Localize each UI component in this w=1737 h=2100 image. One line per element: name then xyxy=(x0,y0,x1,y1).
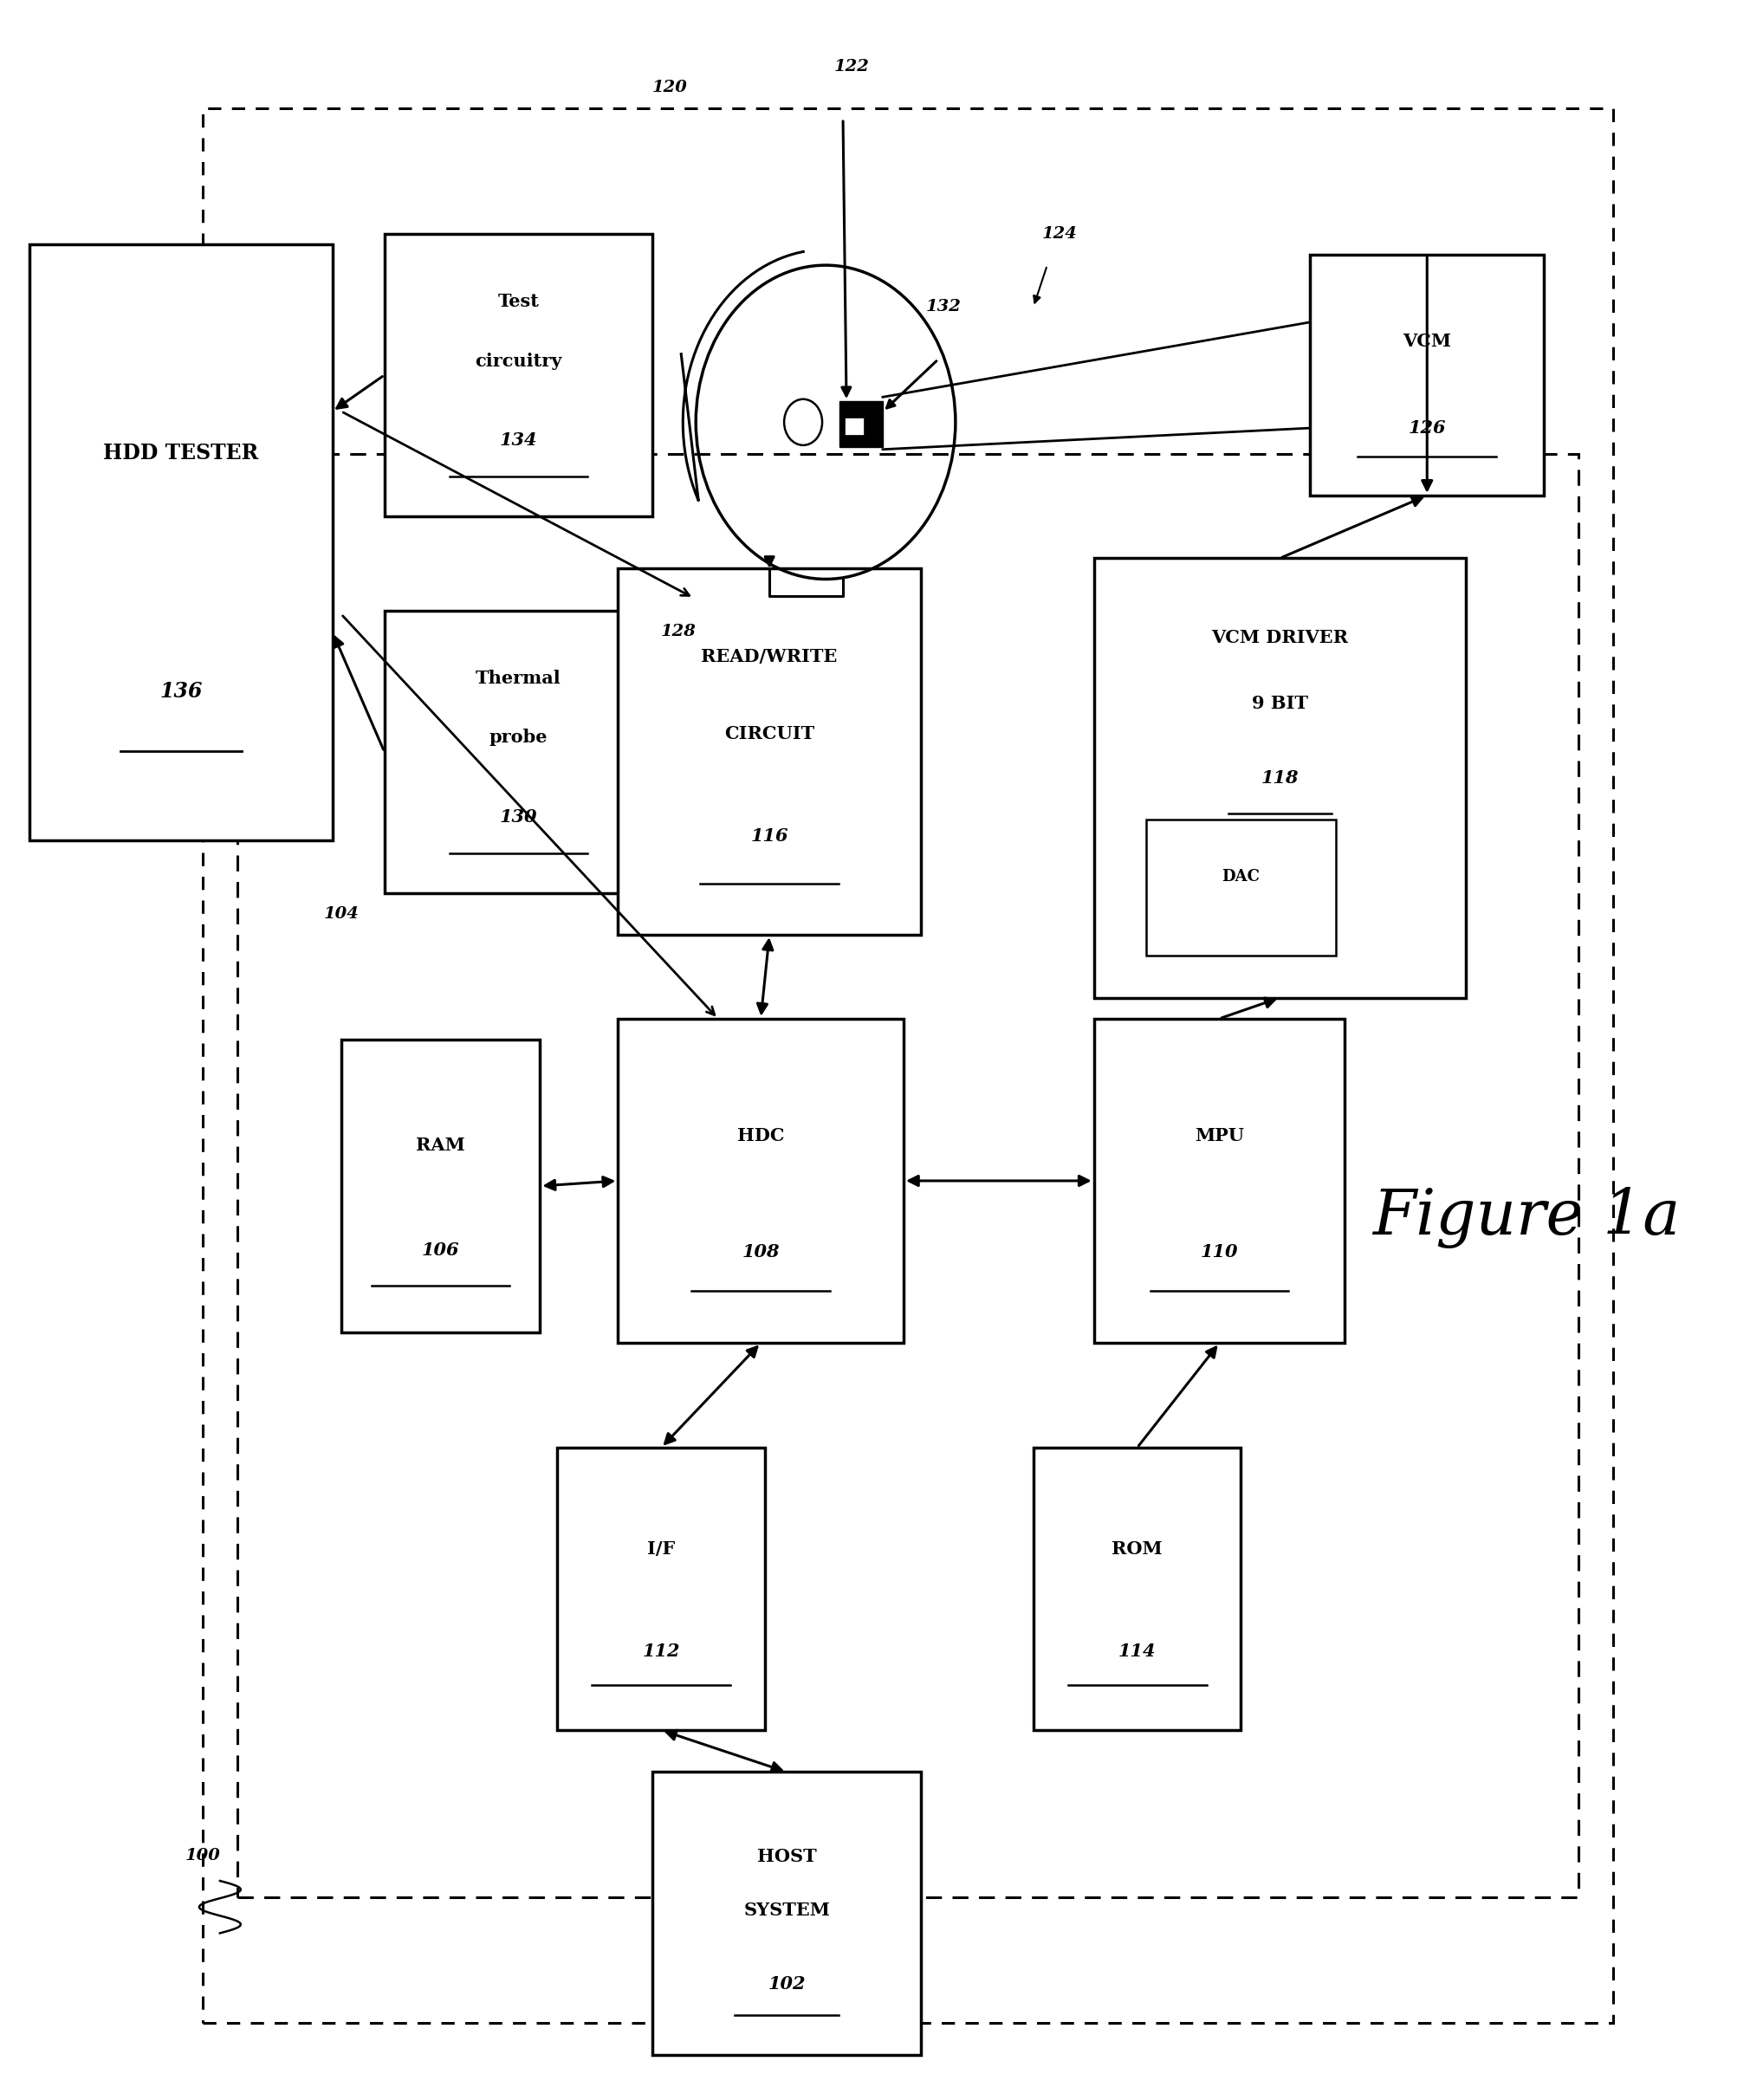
FancyBboxPatch shape xyxy=(844,418,863,435)
Text: MPU: MPU xyxy=(1193,1128,1244,1145)
Text: 116: 116 xyxy=(750,827,789,844)
FancyBboxPatch shape xyxy=(384,611,653,892)
Text: 108: 108 xyxy=(742,1243,780,1260)
Text: DAC: DAC xyxy=(1221,869,1259,884)
Text: HDD TESTER: HDD TESTER xyxy=(102,443,259,464)
Text: Thermal: Thermal xyxy=(476,670,561,687)
FancyBboxPatch shape xyxy=(384,233,653,517)
FancyBboxPatch shape xyxy=(238,454,1577,1898)
Text: 102: 102 xyxy=(768,1976,806,1993)
FancyBboxPatch shape xyxy=(618,1018,903,1344)
Text: HOST: HOST xyxy=(757,1848,816,1865)
Text: probe: probe xyxy=(490,729,547,746)
Text: 128: 128 xyxy=(660,624,697,638)
Text: CIRCUIT: CIRCUIT xyxy=(724,724,815,741)
Text: VCM DRIVER: VCM DRIVER xyxy=(1211,628,1348,647)
Text: 118: 118 xyxy=(1261,769,1298,788)
Text: 120: 120 xyxy=(651,80,688,94)
Text: Figure 1a: Figure 1a xyxy=(1372,1186,1680,1247)
FancyBboxPatch shape xyxy=(1034,1447,1240,1730)
Text: Test: Test xyxy=(497,294,538,311)
Text: 106: 106 xyxy=(422,1241,459,1260)
Text: SYSTEM: SYSTEM xyxy=(743,1903,830,1919)
Text: 100: 100 xyxy=(184,1848,221,1863)
Text: ROM: ROM xyxy=(1112,1541,1162,1558)
FancyBboxPatch shape xyxy=(30,244,332,840)
Text: RAM: RAM xyxy=(415,1136,466,1153)
FancyBboxPatch shape xyxy=(203,109,1612,2022)
FancyBboxPatch shape xyxy=(1093,559,1466,997)
Text: I/F: I/F xyxy=(646,1541,676,1558)
FancyBboxPatch shape xyxy=(839,401,882,447)
Text: circuitry: circuitry xyxy=(474,353,561,370)
Text: 112: 112 xyxy=(643,1642,679,1659)
Text: READ/WRITE: READ/WRITE xyxy=(702,649,837,666)
Text: 114: 114 xyxy=(1119,1642,1155,1659)
Text: 110: 110 xyxy=(1200,1243,1238,1260)
FancyBboxPatch shape xyxy=(618,569,921,934)
Text: 9 BIT: 9 BIT xyxy=(1251,695,1308,712)
FancyBboxPatch shape xyxy=(340,1040,540,1333)
Text: 124: 124 xyxy=(1040,227,1077,242)
Text: 132: 132 xyxy=(926,300,961,315)
Text: 104: 104 xyxy=(323,907,358,922)
Text: 136: 136 xyxy=(160,680,201,701)
FancyBboxPatch shape xyxy=(1145,819,1336,956)
Text: 130: 130 xyxy=(499,808,537,825)
Text: HDC: HDC xyxy=(736,1128,783,1145)
Text: 122: 122 xyxy=(834,59,868,74)
Text: VCM: VCM xyxy=(1402,332,1450,351)
Text: 126: 126 xyxy=(1407,420,1445,437)
FancyBboxPatch shape xyxy=(1310,254,1542,496)
Text: 134: 134 xyxy=(499,430,537,449)
FancyBboxPatch shape xyxy=(558,1447,764,1730)
FancyBboxPatch shape xyxy=(1093,1018,1344,1344)
FancyBboxPatch shape xyxy=(653,1772,921,2054)
